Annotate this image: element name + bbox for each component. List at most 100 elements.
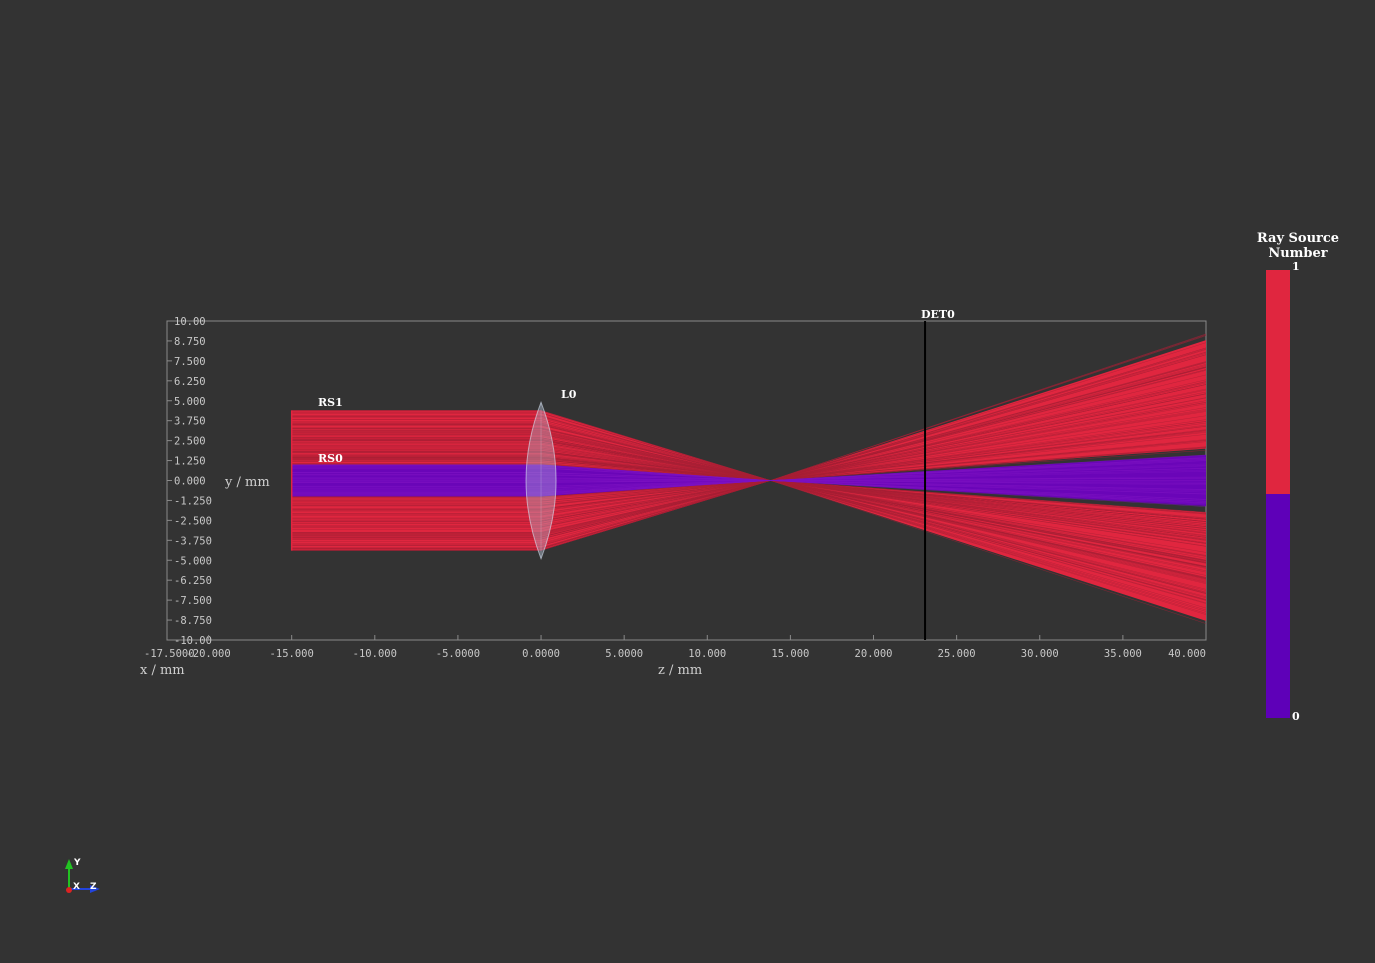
orientation-z-arrow-icon	[90, 885, 100, 893]
rs1-ray	[291, 403, 1207, 522]
rs1-ray	[291, 448, 1207, 543]
rs1-ray	[291, 447, 1207, 547]
rs0-ray	[291, 479, 1207, 483]
lens-l0[interactable]	[525, 400, 557, 561]
rs1-ray	[291, 415, 1207, 609]
colorbar-title-line2: Number	[1268, 246, 1327, 261]
rs1-ray	[291, 364, 1207, 544]
rs0-ray	[291, 468, 1207, 500]
y-tick-label: 8.750	[174, 336, 206, 348]
z-tick-label: 30.000	[1021, 648, 1059, 660]
label-det0: DET0	[921, 308, 955, 321]
rs1-ray	[291, 415, 1207, 512]
rs1-ray	[291, 431, 1207, 504]
rs1-ray	[291, 441, 1207, 562]
rs1-ray	[291, 410, 1207, 611]
rs1-ray	[291, 384, 1207, 533]
rs0-ray	[291, 467, 1207, 489]
rs1-ray	[291, 422, 1207, 509]
rs0-ray	[291, 466, 1207, 502]
y-tick-label: 1.250	[174, 456, 206, 468]
rs0-ray	[291, 464, 1207, 491]
y-tick-label: -1.250	[174, 495, 212, 507]
orientation-axes-widget: Y X Z	[65, 858, 100, 893]
y-tick-label: 5.000	[174, 396, 206, 408]
label-rs1: RS1	[318, 396, 343, 409]
rs1-ray	[291, 354, 1207, 545]
colorbar-max-label: 1	[1292, 260, 1300, 273]
rs0-ray	[291, 474, 1207, 491]
colorbar-low-segment	[1266, 494, 1290, 718]
z-tick-label: -10.000	[353, 648, 397, 660]
rs1-ray	[291, 349, 1207, 550]
y-tick-label: 0.000	[174, 476, 206, 488]
rs1-ray	[291, 370, 1207, 540]
rs1-ray	[291, 353, 1207, 549]
rs1-ray	[291, 431, 1207, 573]
y-axis-ticks: 10.00 8.750 7.500 6.250 5.000 3.750 2.500 1.250…	[167, 316, 212, 647]
rs1-ray	[291, 457, 1207, 526]
orientation-y-label: Y	[73, 858, 81, 868]
rs1-ray	[291, 440, 1207, 502]
rs1-ray	[291, 342, 1207, 546]
y-tick-label: -6.250	[174, 575, 212, 587]
rs1-ray	[291, 397, 1207, 521]
label-rs0: RS0	[318, 452, 343, 465]
z-tick-label: -20.000	[186, 648, 230, 660]
z-tick-label: 15.000	[771, 648, 809, 660]
colorbar-min-label: 0	[1292, 710, 1300, 723]
rs1-ray	[291, 441, 1207, 502]
y-tick-label: -5.000	[174, 555, 212, 567]
rs1-ray	[291, 459, 1207, 520]
rs1-ray	[291, 451, 1207, 536]
y-tick-label: -2.500	[174, 515, 212, 527]
rs1-ray	[291, 402, 1207, 520]
rs1-ray	[291, 410, 1207, 614]
rs1-ray	[291, 412, 1207, 612]
z-tick-label: 40.000	[1168, 648, 1206, 660]
z-tick-label: 20.000	[855, 648, 893, 660]
rs1-ray	[291, 366, 1207, 535]
rs0-ray	[291, 465, 1207, 490]
rs1-ray	[291, 438, 1207, 562]
rs1-ray	[291, 439, 1207, 559]
rs1-ray	[291, 463, 1207, 514]
y-tick-label: 6.250	[174, 376, 206, 388]
rs1-ray	[291, 410, 1207, 519]
rs1-ray	[291, 421, 1207, 597]
y-tick-label: 10.00	[174, 316, 206, 328]
z-axis-title: z / mm	[658, 663, 702, 678]
z-tick-label: 10.000	[688, 648, 726, 660]
rs0-ray	[291, 460, 1207, 493]
rs0-ray	[291, 472, 1207, 495]
rs1-ray	[291, 419, 1207, 600]
z-tick-label: -5.0000	[436, 648, 480, 660]
rs1-ray	[291, 388, 1207, 531]
rs1-ray	[291, 416, 1207, 604]
rs1-ray	[291, 334, 1207, 551]
rs0-ray	[291, 477, 1207, 486]
rs1-ray	[291, 407, 1207, 516]
x-axis-overlap-label: -17.5000	[144, 648, 195, 660]
rs1-ray	[291, 433, 1207, 579]
rs0-ray	[291, 477, 1207, 483]
rs1-ray	[291, 430, 1207, 507]
y-tick-label: -8.750	[174, 615, 212, 627]
colorbar-high-segment	[1266, 270, 1290, 494]
rs0-ray	[291, 454, 1207, 496]
rs1-ray	[291, 437, 1207, 568]
rs0-ray	[291, 478, 1207, 484]
label-l0: L0	[561, 388, 577, 401]
rs1-ray	[291, 455, 1207, 531]
rs1-ray	[291, 409, 1207, 514]
rs0-ray	[291, 465, 1207, 504]
y-tick-label: -7.500	[174, 595, 212, 607]
rs1-ray	[291, 362, 1207, 538]
rs0-ray	[291, 476, 1207, 483]
rs1-ray	[291, 445, 1207, 553]
z-tick-label: 25.000	[938, 648, 976, 660]
rs0-ray	[291, 463, 1207, 493]
rs1-ray	[291, 391, 1207, 524]
y-tick-label: -3.750	[174, 535, 212, 547]
